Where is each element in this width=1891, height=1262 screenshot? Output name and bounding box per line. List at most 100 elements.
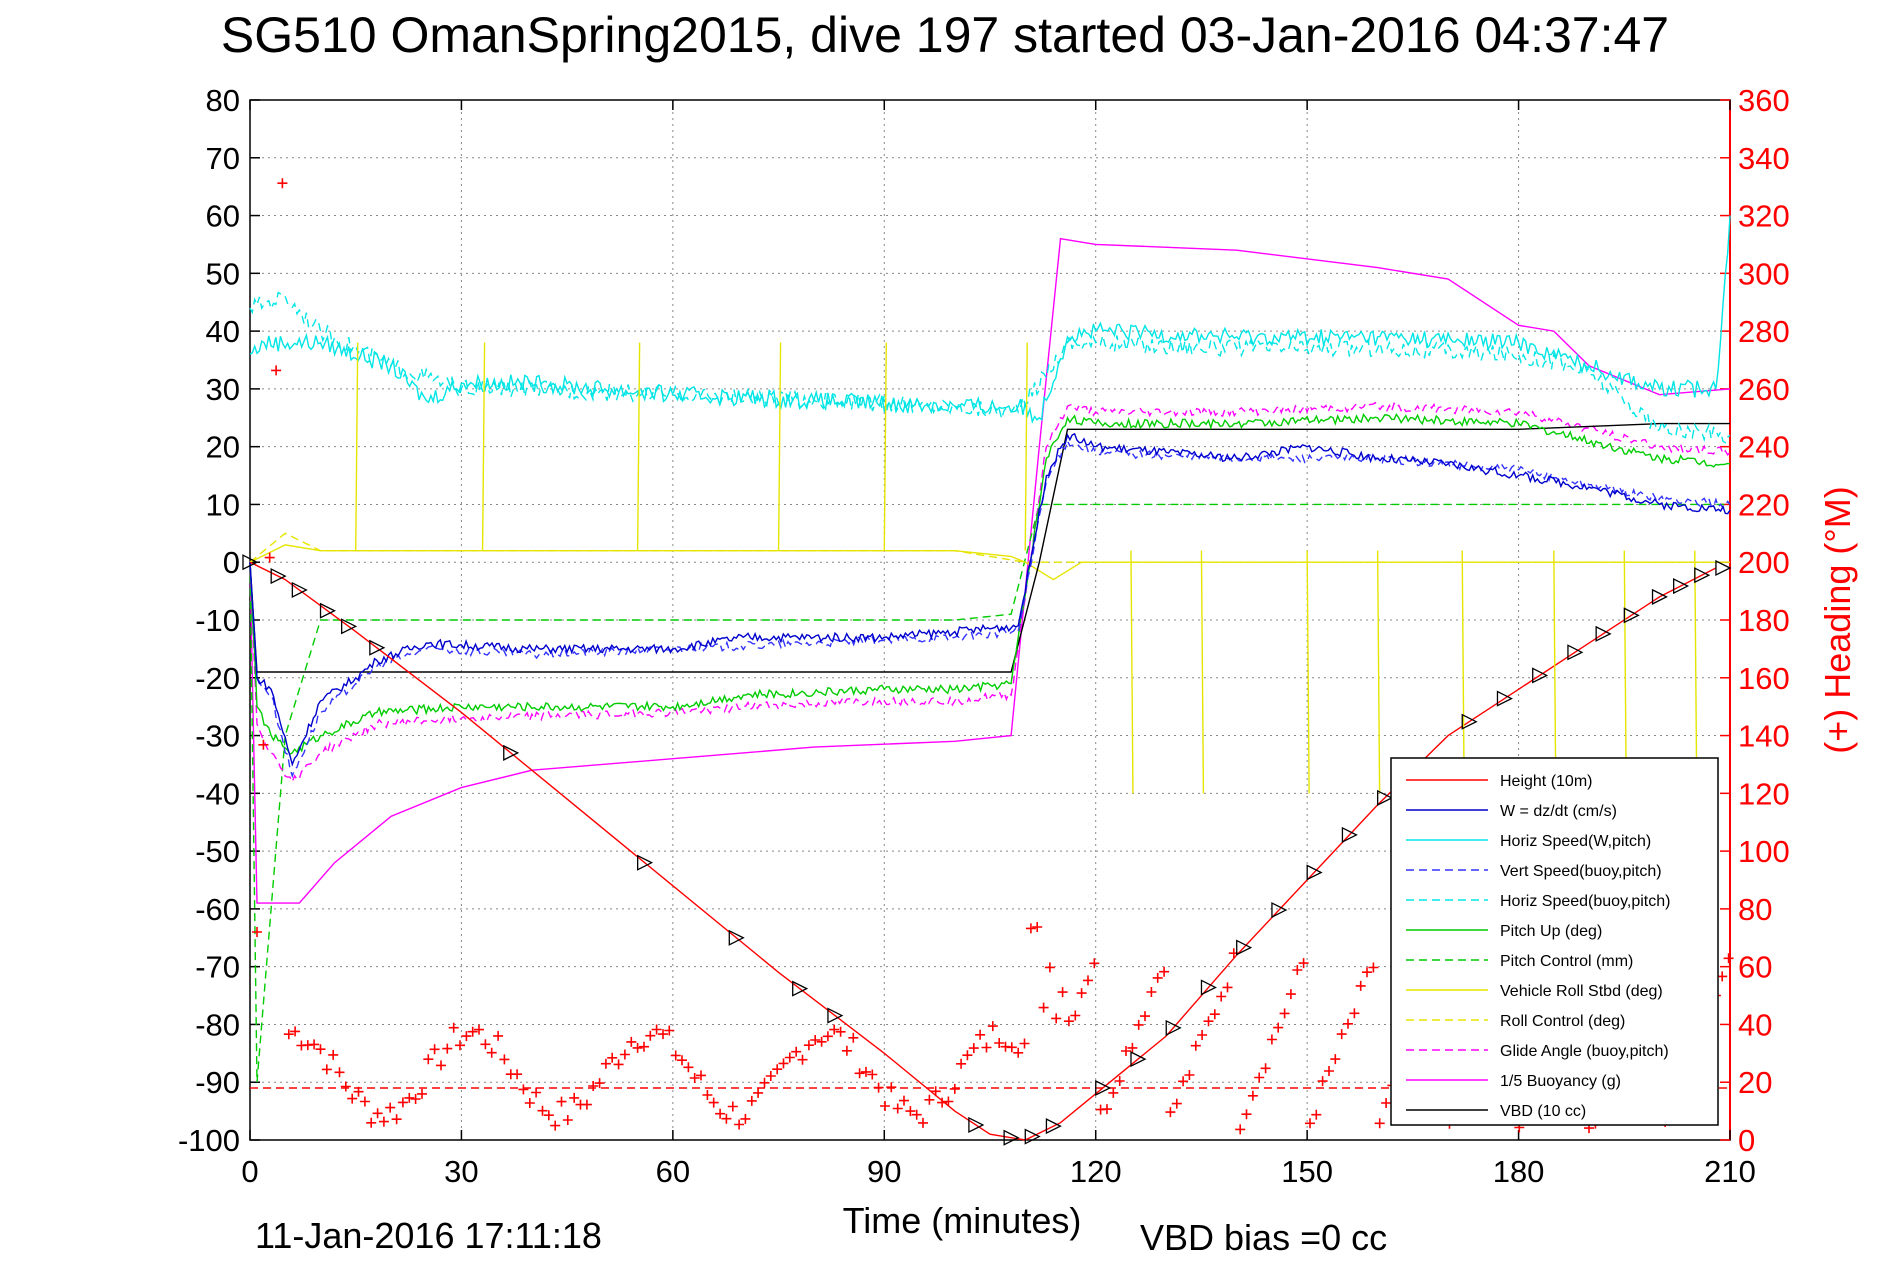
- x-tick-label: 30: [444, 1154, 478, 1189]
- heading-point: [753, 1087, 764, 1098]
- legend-items: Height (10m) W = dz/dt (cm/s) Horiz Speed(…: [1406, 773, 1670, 1120]
- heading-point: [1051, 1013, 1062, 1024]
- heading-point: [493, 1030, 504, 1041]
- heading-point: [480, 1039, 491, 1050]
- height-marker: [1715, 559, 1732, 577]
- heading-point: [956, 1058, 967, 1069]
- heading-point: [810, 1035, 821, 1045]
- height-marker: [1496, 690, 1513, 707]
- heading-point: [264, 552, 275, 563]
- heading-point: [1165, 1107, 1176, 1118]
- y-right-tick-label: 220: [1738, 487, 1790, 522]
- legend-box: [1390, 757, 1719, 1126]
- y-tick-label: 70: [206, 141, 240, 176]
- heading-point: [1247, 1090, 1258, 1101]
- heading-point: [1171, 1098, 1182, 1109]
- heading-point: [740, 1113, 751, 1124]
- y-tick-label: 60: [206, 199, 240, 234]
- heading-point: [848, 1032, 859, 1043]
- heading-point: [892, 1103, 903, 1114]
- series-line: [249, 215, 1731, 425]
- y-tick-label: -40: [195, 776, 240, 811]
- heading-point: [1203, 1016, 1214, 1027]
- heading-point: [918, 1117, 928, 1128]
- y-tick-label: -80: [195, 1007, 240, 1042]
- heading-point: [696, 1070, 706, 1081]
- heading-point: [588, 1081, 599, 1091]
- heading-point: [1222, 982, 1233, 993]
- heading-point: [1159, 966, 1170, 977]
- height-marker: [728, 929, 745, 946]
- heading-point: [537, 1105, 548, 1116]
- heading-point: [1362, 967, 1372, 978]
- heading-point: [759, 1077, 770, 1088]
- heading-point: [702, 1090, 713, 1100]
- heading-point: [410, 1094, 421, 1104]
- heading-point: [1083, 975, 1093, 986]
- y-right-tick-label: 80: [1738, 892, 1772, 927]
- heading-point: [835, 1026, 846, 1037]
- heading-point: [385, 1102, 396, 1113]
- y-right-tick-label: 120: [1738, 776, 1790, 811]
- heading-point: [524, 1098, 535, 1108]
- height-marker: [1003, 1129, 1020, 1146]
- y-tick-label: 30: [206, 372, 240, 407]
- heading-point: [639, 1041, 649, 1052]
- heading-point: [651, 1024, 662, 1035]
- heading-point: [1133, 1019, 1144, 1030]
- legend-label: Vert Speed(buoy,pitch): [1500, 863, 1662, 880]
- heading-point: [290, 1026, 301, 1037]
- heading-point: [347, 1093, 358, 1104]
- height-marker: [1271, 901, 1288, 919]
- heading-point: [1266, 1034, 1277, 1045]
- height-marker: [270, 568, 287, 585]
- heading-point: [556, 1096, 567, 1107]
- heading-point: [1311, 1109, 1322, 1120]
- series-line: [249, 422, 1730, 673]
- heading-point: [391, 1114, 402, 1125]
- heading-point: [962, 1050, 973, 1061]
- x-axis-label: Time (minutes): [843, 1200, 1082, 1241]
- x-tick-label: 120: [1070, 1154, 1122, 1189]
- heading-point: [689, 1073, 700, 1083]
- heading-point: [321, 1064, 332, 1075]
- height-marker: [1567, 644, 1584, 661]
- footer-timestamp: 11-Jan-2016 17:11:18: [255, 1215, 602, 1256]
- height-marker: [1045, 1118, 1062, 1135]
- y-tick-label: -90: [195, 1065, 240, 1100]
- height-marker: [1095, 1079, 1112, 1097]
- heading-point: [1254, 1072, 1265, 1083]
- heading-point: [1336, 1029, 1347, 1040]
- heading-point: [1102, 1104, 1112, 1115]
- heading-point: [854, 1068, 865, 1079]
- series-line: [249, 561, 1717, 1141]
- legend-label: W = dz/dt (cm/s): [1500, 803, 1617, 820]
- ticks: 0 30 60 90 120 150 180 21080706050403020100-10-…: [178, 83, 1790, 1189]
- heading-point: [1076, 988, 1087, 999]
- heading-point: [1241, 1109, 1252, 1120]
- height-marker: [792, 980, 809, 997]
- y-right-tick-label: 20: [1738, 1065, 1772, 1100]
- heading-point: [531, 1087, 542, 1098]
- roll-spike: [1623, 550, 1627, 794]
- series-line: [249, 432, 1731, 767]
- heading-point: [1285, 989, 1296, 1000]
- heading-point: [1057, 987, 1068, 998]
- heading-point: [423, 1054, 434, 1065]
- heading-point: [334, 1067, 345, 1078]
- heading-point: [562, 1115, 573, 1125]
- heading-point: [277, 178, 288, 189]
- heading-point: [461, 1031, 472, 1042]
- heading-point: [600, 1058, 611, 1069]
- heading-point: [271, 365, 282, 376]
- height-marker: [369, 639, 386, 656]
- x-tick-label: 180: [1493, 1154, 1545, 1189]
- heading-point: [1070, 1010, 1081, 1021]
- y-right-tick-label: 140: [1738, 719, 1790, 754]
- legend-label: Roll Control (deg): [1500, 1013, 1625, 1030]
- heading-point: [784, 1052, 795, 1063]
- height-marker: [1595, 625, 1612, 642]
- height-marker: [1532, 667, 1549, 684]
- heading-point: [1006, 1042, 1017, 1053]
- heading-point: [873, 1082, 884, 1093]
